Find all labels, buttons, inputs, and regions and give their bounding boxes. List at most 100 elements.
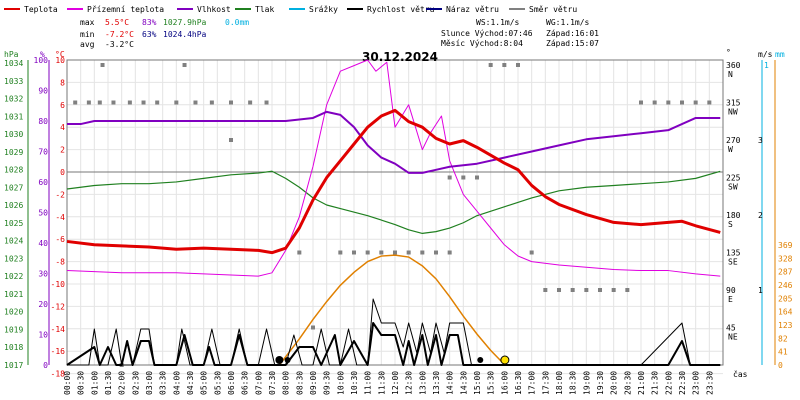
axis-ms-title: m/s [758, 50, 773, 59]
axis-sun-tick: 328 [778, 254, 793, 263]
x-tick: 09:30 [323, 371, 332, 395]
axis-pct-tick: 20 [38, 300, 48, 309]
axis-pct-title: % [40, 50, 45, 59]
axis-ms-tick: 2 [758, 211, 763, 220]
wind-dir-point [516, 63, 520, 67]
x-tick: 03:00 [145, 371, 154, 395]
ground-temp-line [66, 59, 721, 277]
x-tick: 11:30 [377, 371, 386, 395]
wind-dir-point [447, 250, 452, 255]
axis-pct-tick: 10 [38, 331, 48, 340]
sun-moon-info: WS:1.1m/s WG:1.1m/s Slunce Východ:07:46 … [441, 18, 599, 48]
axis-hpa-tick: 1023 [4, 254, 23, 263]
x-tick: 01:30 [104, 371, 113, 395]
x-tick: 02:30 [131, 371, 140, 395]
axis-dir-tick: W [728, 145, 733, 154]
axis-mm-tick: 1 [764, 61, 769, 70]
axis-sun-tick: 287 [778, 268, 793, 277]
wind-dir-point [639, 100, 643, 105]
x-tick: 04:00 [172, 371, 181, 395]
x-axis-label: čas [733, 369, 748, 379]
wind-dir-point [393, 250, 397, 255]
stat-min-label: min [80, 30, 95, 39]
wind-dir-point [182, 63, 187, 67]
axis-dir-tick: E [728, 295, 733, 304]
wind-dir-point [693, 100, 698, 105]
sun-elevation-layer [278, 254, 506, 366]
x-tick: 12:00 [391, 371, 400, 395]
wind-direction-layer [73, 63, 712, 367]
axis-temp-tick: -4 [55, 213, 65, 222]
wind-dir-point [529, 250, 534, 255]
stat-max-label: max [80, 18, 95, 27]
x-tick: 17:00 [528, 371, 537, 395]
stat-max-temp: 5.5°C [105, 18, 129, 27]
x-tick: 16:00 [500, 371, 509, 395]
axis-hpa-tick: 1029 [4, 148, 23, 157]
x-tick: 21:30 [651, 371, 660, 395]
axis-temp-tick: -12 [51, 302, 66, 311]
legend-item: Tlak [255, 5, 274, 14]
axis-dir-tick: SE [728, 258, 738, 267]
wind-dir-point [461, 175, 466, 180]
info-moonrise: Měsíc Východ:8:04 [441, 39, 523, 48]
axis-hpa-title: hPa [4, 50, 19, 59]
axis-pct-tick: 90 [38, 87, 48, 96]
wind-dir-point [174, 100, 179, 105]
x-tick: 17:30 [541, 371, 550, 395]
axis-pct-tick: 100 [34, 56, 49, 65]
stat-min-temp: -7.2°C [105, 30, 134, 39]
wind-dir-point [502, 63, 507, 67]
x-tick: 09:00 [309, 371, 318, 395]
axis-mm-title: mm [775, 50, 785, 59]
moonset-marker [477, 357, 484, 363]
wind-dir-point [86, 100, 91, 105]
axis-temp-tick: -6 [55, 235, 65, 244]
x-tick: 06:00 [227, 371, 236, 395]
axis-sun-tick: 164 [778, 308, 793, 317]
wind-dir-point [625, 288, 630, 292]
x-tick: 02:00 [118, 371, 127, 395]
axis-pct-tick: 50 [38, 209, 48, 218]
axis-sun-tick: 123 [778, 321, 793, 330]
wind-dir-point [141, 100, 146, 105]
wind-speed-line [66, 322, 721, 366]
x-tick: 15:00 [473, 371, 482, 395]
x-tick: 13:30 [432, 371, 441, 395]
wind-dir-point [97, 100, 102, 105]
wind-dir-point [611, 288, 616, 292]
humidity-line [67, 110, 721, 174]
axis-hpa-tick: 1020 [4, 308, 23, 317]
axis-deg-tick: 45 [726, 324, 736, 333]
axis-dir-tick: NE [728, 333, 738, 342]
wind-dir-point [193, 100, 198, 105]
wind-dir-point [365, 250, 370, 255]
stat-min-hum: 63% [142, 30, 157, 39]
x-tick: 22:30 [678, 371, 687, 395]
legend-item: Směr větru [529, 5, 577, 14]
axis-deg-tick: 225 [726, 174, 741, 183]
wind-dir-point [652, 100, 657, 105]
x-tick: 07:30 [268, 371, 277, 395]
x-tick: 19:00 [582, 371, 591, 395]
wind-dir-point [420, 250, 425, 255]
axis-dir-tick: SW [728, 183, 738, 192]
axis-pct-tick: 70 [38, 148, 48, 157]
wind-dir-point [229, 100, 233, 105]
wind-dir-point [209, 100, 214, 105]
stat-avg-temp: -3.2°C [105, 40, 134, 49]
axis-temp-tick: -18 [51, 370, 66, 379]
x-tick: 23:00 [692, 371, 701, 395]
axis-pct-tick: 0 [43, 361, 48, 370]
x-tick: 21:00 [637, 371, 646, 395]
x-tick: 05:30 [213, 371, 222, 395]
plot-frame [66, 59, 724, 366]
axis-sun-tick: 82 [778, 334, 788, 343]
wind-dir-point [311, 325, 315, 330]
axis-hpa-tick: 1018 [4, 343, 23, 352]
x-tick: 03:30 [159, 371, 168, 395]
axis-sun-tick: 205 [778, 294, 793, 303]
